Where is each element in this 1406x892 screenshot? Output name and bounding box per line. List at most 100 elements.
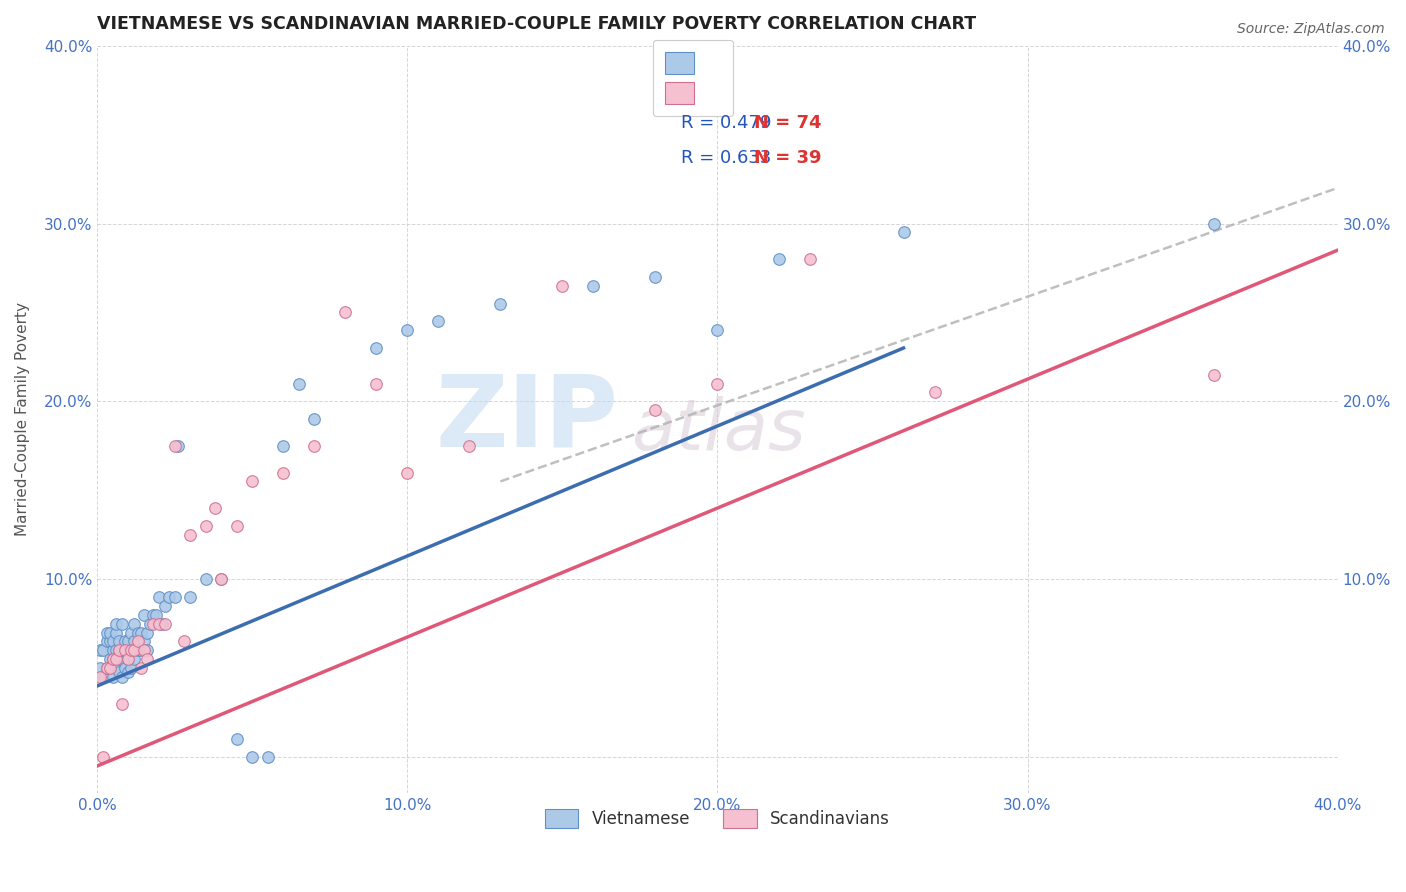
Point [114,661,136,675]
Point [194,519,217,533]
Point [335,305,357,319]
Point [396,466,419,480]
Point [111,652,134,666]
Text: Source: ZipAtlas.com: Source: ZipAtlas.com [1237,22,1385,37]
Point [209,572,232,586]
Point [644,403,666,417]
Point [129,643,152,657]
Point [120,661,142,675]
Point [108,643,131,657]
Point [1202,217,1225,231]
Point [1202,368,1225,382]
Point [108,643,131,657]
Point [104,643,127,657]
Point [114,634,136,648]
Point [120,625,142,640]
Point [225,732,247,747]
Point [124,652,146,666]
Point [120,643,142,657]
Point [108,665,131,679]
Point [93,670,115,684]
Point [111,643,134,657]
Y-axis label: Married-Couple Family Poverty: Married-Couple Family Poverty [15,302,30,536]
Point [209,572,232,586]
Point [304,439,326,453]
Point [396,323,419,337]
Point [104,616,127,631]
Point [150,616,173,631]
Point [142,616,165,631]
Point [89,643,111,657]
Point [271,466,294,480]
Point [135,643,157,657]
Point [179,590,201,604]
Text: atlas: atlas [631,396,806,465]
Point [135,625,157,640]
Point [924,385,946,400]
Point [117,634,139,648]
Point [96,625,118,640]
Point [145,607,167,622]
Point [240,750,263,764]
Point [240,475,263,489]
Point [124,616,146,631]
Point [179,528,201,542]
Point [98,625,121,640]
Point [104,661,127,675]
Text: R = 0.479: R = 0.479 [681,114,772,132]
Point [157,590,180,604]
Point [768,252,790,266]
Point [489,296,512,310]
Point [124,634,146,648]
Point [163,439,186,453]
Point [799,252,821,266]
Point [132,634,155,648]
Point [129,625,152,640]
Point [108,652,131,666]
Point [93,750,115,764]
Point [155,599,177,613]
Point [96,634,118,648]
Point [89,670,111,684]
Point [167,439,190,453]
Point [706,376,728,391]
Point [366,341,388,355]
Point [582,278,605,293]
Point [108,634,131,648]
Point [101,643,124,657]
Point [256,750,278,764]
Point [148,590,170,604]
Point [101,652,124,666]
Text: VIETNAMESE VS SCANDINAVIAN MARRIED-COUPLE FAMILY POVERTY CORRELATION CHART: VIETNAMESE VS SCANDINAVIAN MARRIED-COUPL… [97,15,976,33]
Point [101,652,124,666]
Point [96,661,118,675]
Point [706,323,728,337]
Point [288,376,311,391]
Point [127,643,149,657]
Point [111,616,134,631]
Text: N = 74: N = 74 [754,114,821,132]
Point [173,634,195,648]
Point [89,661,111,675]
Text: N = 39: N = 39 [754,149,821,167]
Point [458,439,481,453]
Point [101,634,124,648]
Text: R = 0.633: R = 0.633 [681,149,772,167]
Point [148,616,170,631]
Point [127,634,149,648]
Point [96,661,118,675]
Point [163,590,186,604]
Point [98,661,121,675]
Point [132,643,155,657]
Point [551,278,574,293]
Point [114,643,136,657]
Point [893,226,915,240]
Point [366,376,388,391]
Point [111,697,134,711]
Point [135,652,157,666]
Point [204,501,226,516]
Legend: Vietnamese, Scandinavians: Vietnamese, Scandinavians [537,801,898,837]
Point [155,616,177,631]
Point [132,607,155,622]
Point [644,269,666,284]
